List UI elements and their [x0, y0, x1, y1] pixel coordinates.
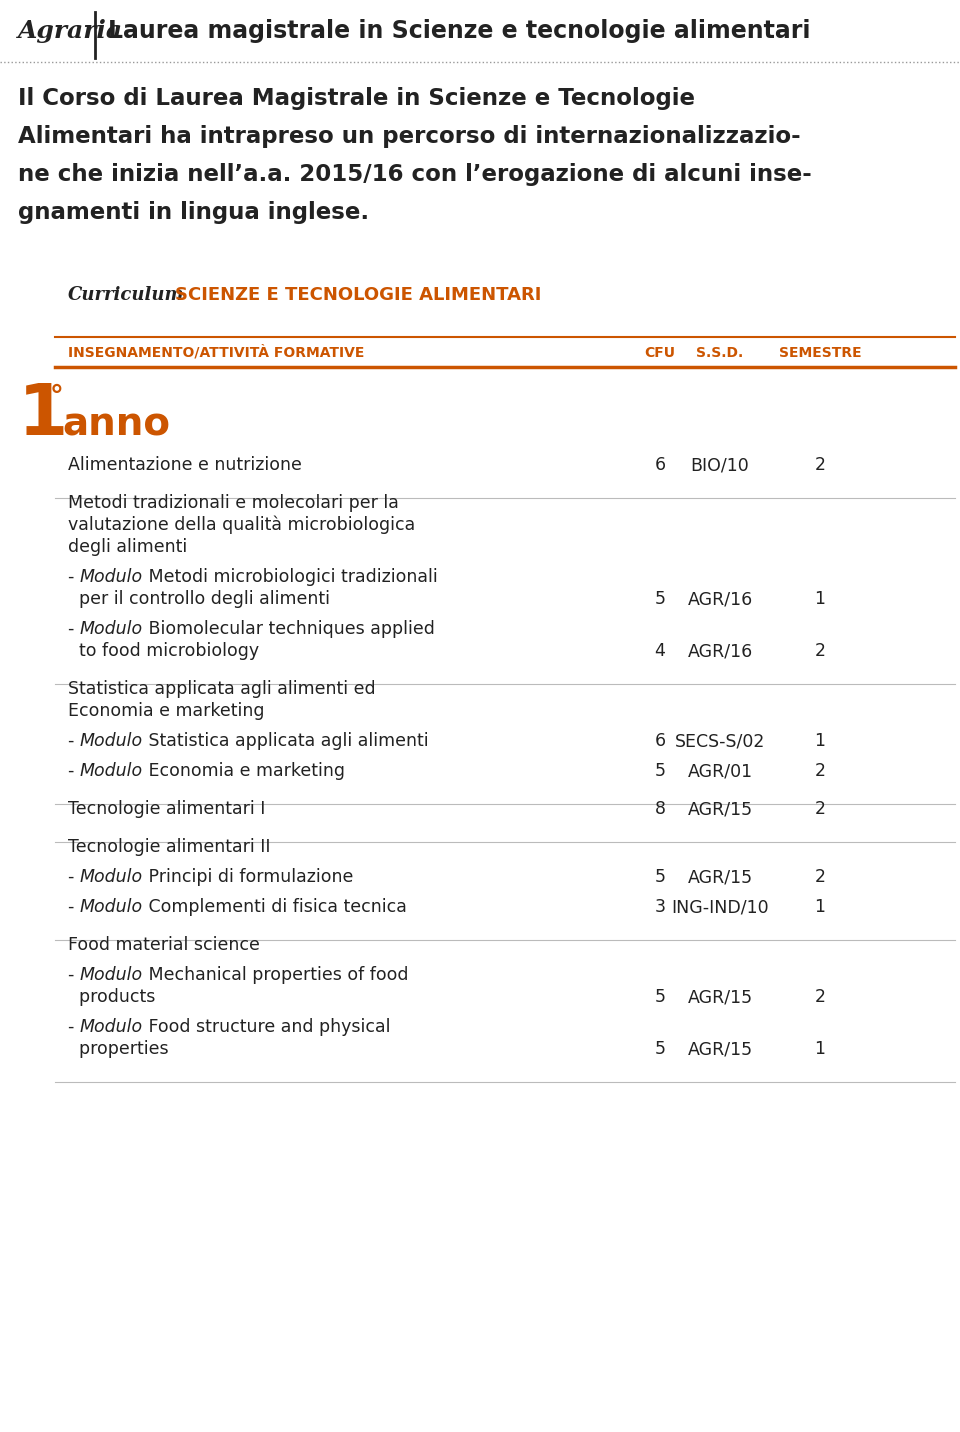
Text: AGR/15: AGR/15 [687, 868, 753, 886]
Text: Laurea magistrale in Scienze e tecnologie alimentari: Laurea magistrale in Scienze e tecnologi… [108, 19, 810, 43]
Text: Modulo: Modulo [80, 1018, 143, 1035]
Text: Food structure and physical: Food structure and physical [143, 1018, 391, 1035]
Text: CFU: CFU [644, 347, 676, 359]
Text: -: - [68, 898, 80, 916]
Text: AGR/15: AGR/15 [687, 1040, 753, 1058]
Text: 5: 5 [655, 590, 665, 609]
Text: 1: 1 [18, 381, 68, 450]
Text: -: - [68, 967, 80, 984]
Text: Metodi microbiologici tradizionali: Metodi microbiologici tradizionali [143, 569, 438, 586]
Text: 5: 5 [655, 988, 665, 1007]
Text: gnamenti in lingua inglese.: gnamenti in lingua inglese. [18, 200, 370, 223]
Text: valutazione della qualità microbiologica: valutazione della qualità microbiologica [68, 516, 416, 534]
Text: 1: 1 [814, 732, 826, 750]
Text: Statistica applicata agli alimenti ed: Statistica applicata agli alimenti ed [68, 680, 375, 697]
Text: 3: 3 [655, 898, 665, 916]
Text: 2: 2 [814, 642, 826, 660]
Text: 4: 4 [655, 642, 665, 660]
Text: ne che inizia nell’a.a. 2015/16 con l’erogazione di alcuni inse-: ne che inizia nell’a.a. 2015/16 con l’er… [18, 163, 812, 186]
Text: 2: 2 [814, 455, 826, 474]
Text: 2: 2 [814, 868, 826, 886]
Text: AGR/16: AGR/16 [687, 590, 753, 609]
Text: -: - [68, 569, 80, 586]
Text: 6: 6 [655, 732, 665, 750]
Text: Modulo: Modulo [80, 569, 143, 586]
Text: anno: anno [62, 405, 170, 442]
Text: -: - [68, 762, 80, 780]
Text: 2: 2 [814, 988, 826, 1007]
Text: ING-IND/10: ING-IND/10 [671, 898, 769, 916]
Text: °: ° [50, 382, 64, 411]
Text: 6: 6 [655, 455, 665, 474]
Text: AGR/01: AGR/01 [687, 762, 753, 780]
Text: Mechanical properties of food: Mechanical properties of food [143, 967, 409, 984]
Text: Agraria: Agraria [18, 19, 123, 43]
Text: 5: 5 [655, 762, 665, 780]
Text: BIO/10: BIO/10 [690, 455, 750, 474]
Text: Tecnologie alimentari II: Tecnologie alimentari II [68, 838, 271, 856]
Text: 5: 5 [655, 868, 665, 886]
Text: -: - [68, 620, 80, 639]
Text: 5: 5 [655, 1040, 665, 1058]
Text: Food material science: Food material science [68, 937, 260, 954]
Text: Modulo: Modulo [80, 967, 143, 984]
Text: 8: 8 [655, 800, 665, 818]
Text: Il Corso di Laurea Magistrale in Scienze e Tecnologie: Il Corso di Laurea Magistrale in Scienze… [18, 87, 695, 110]
Text: SECS-S/02: SECS-S/02 [675, 732, 765, 750]
Text: Metodi tradizionali e molecolari per la: Metodi tradizionali e molecolari per la [68, 494, 398, 513]
Text: Alimentazione e nutrizione: Alimentazione e nutrizione [68, 455, 301, 474]
Text: Complementi di fisica tecnica: Complementi di fisica tecnica [143, 898, 407, 916]
Text: AGR/15: AGR/15 [687, 988, 753, 1007]
Text: Modulo: Modulo [80, 762, 143, 780]
Text: 2: 2 [814, 800, 826, 818]
Text: 2: 2 [814, 762, 826, 780]
Text: degli alimenti: degli alimenti [68, 538, 187, 556]
Text: Modulo: Modulo [80, 732, 143, 750]
Text: Tecnologie alimentari I: Tecnologie alimentari I [68, 800, 265, 818]
Text: Statistica applicata agli alimenti: Statistica applicata agli alimenti [143, 732, 428, 750]
Text: Modulo: Modulo [80, 898, 143, 916]
Text: AGR/15: AGR/15 [687, 800, 753, 818]
Text: SCIENZE E TECNOLOGIE ALIMENTARI: SCIENZE E TECNOLOGIE ALIMENTARI [175, 286, 541, 304]
Text: 1: 1 [814, 590, 826, 609]
Text: properties: properties [68, 1040, 169, 1058]
Text: Modulo: Modulo [80, 868, 143, 886]
Text: 1: 1 [814, 898, 826, 916]
Text: S.S.D.: S.S.D. [696, 347, 744, 359]
Text: 1: 1 [814, 1040, 826, 1058]
Text: Principi di formulazione: Principi di formulazione [143, 868, 353, 886]
Text: -: - [68, 868, 80, 886]
Text: per il controllo degli alimenti: per il controllo degli alimenti [68, 590, 330, 609]
Text: -: - [68, 1018, 80, 1035]
Text: products: products [68, 988, 156, 1007]
Text: Alimentari ha intrapreso un percorso di internazionalizzazio-: Alimentari ha intrapreso un percorso di … [18, 125, 801, 147]
Text: Curriculum: Curriculum [68, 286, 184, 304]
Text: SEMESTRE: SEMESTRE [779, 347, 861, 359]
Text: to food microbiology: to food microbiology [68, 642, 259, 660]
Text: Economia e marketing: Economia e marketing [143, 762, 345, 780]
Text: INSEGNAMENTO/ATTIVITÀ FORMATIVE: INSEGNAMENTO/ATTIVITÀ FORMATIVE [68, 345, 365, 359]
Text: AGR/16: AGR/16 [687, 642, 753, 660]
Text: Biomolecular techniques applied: Biomolecular techniques applied [143, 620, 435, 639]
Text: -: - [68, 732, 80, 750]
Text: Economia e marketing: Economia e marketing [68, 702, 265, 720]
Text: Modulo: Modulo [80, 620, 143, 639]
